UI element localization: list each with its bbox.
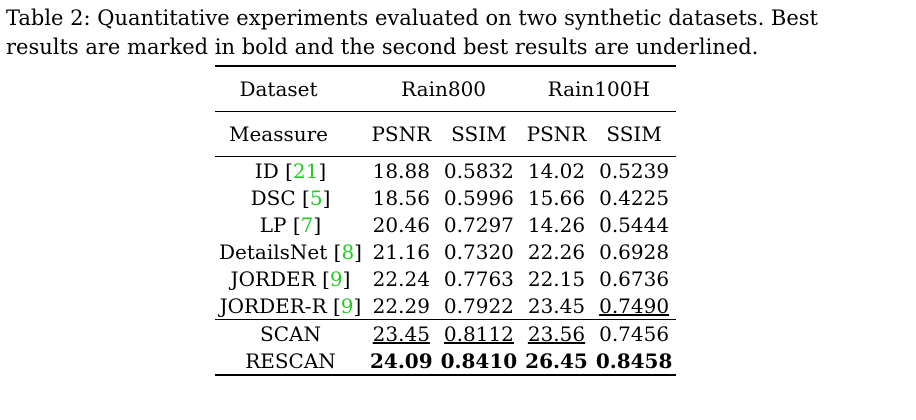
method-name: ID [21]: [254, 158, 327, 183]
method-name: DetailsNet [8]: [219, 239, 362, 264]
value-cell: 18.56: [372, 185, 430, 210]
header-dataset: Dataset: [239, 77, 318, 101]
caption-line-2: results are marked in bold and the secon…: [6, 35, 759, 59]
value-cell-second-best: 0.7490: [599, 293, 670, 318]
table-row: RESCAN 24.09 0.8410 26.45 0.8458: [215, 347, 677, 375]
value-cell: 0.5996: [443, 185, 514, 210]
value-cell: 0.7763: [443, 266, 514, 291]
citation-link[interactable]: 9: [340, 293, 354, 318]
table-caption: Table 2: Quantitative experiments evalua…: [6, 4, 910, 62]
value-cell: 0.5444: [599, 212, 670, 237]
table-row: ID [21] 18.88 0.5832 14.02 0.5239: [215, 156, 677, 185]
value-cell: 15.66: [527, 185, 586, 210]
value-cell: 22.26: [527, 239, 586, 264]
value-cell: 14.26: [527, 212, 586, 237]
value-cell: 22.15: [527, 266, 586, 291]
value-cell: 23.45: [527, 293, 586, 318]
header-row-measures: Meassure PSNR SSIM PSNR SSIM: [215, 111, 677, 157]
value-cell: 22.29: [372, 293, 430, 318]
method-name: RESCAN: [245, 348, 336, 373]
value-cell: 0.7456: [599, 321, 670, 346]
table-row: JORDER-R [9] 22.29 0.7922 23.45 0.7490: [215, 292, 676, 320]
table-row: DSC [5] 18.56 0.5996 15.66 0.4225: [215, 184, 676, 211]
table-row: JORDER [9] 22.24 0.7763 22.15 0.6736: [215, 265, 676, 292]
results-table: Dataset Rain800 Rain100H Meassure PSNR S…: [215, 65, 677, 376]
method-name: LP [7]: [259, 212, 322, 237]
citation-link[interactable]: 9: [329, 266, 343, 291]
value-cell: 0.5239: [599, 158, 670, 183]
value-cell-second-best: 23.56: [527, 321, 586, 346]
value-cell-second-best: 0.8112: [443, 321, 514, 346]
value-cell-best: 0.8410: [440, 348, 518, 373]
header-row-datasets: Dataset Rain800 Rain100H: [215, 66, 677, 112]
header-psnr-rain100h: PSNR: [526, 122, 587, 146]
citation-link[interactable]: 8: [341, 239, 355, 264]
table-row: SCAN 23.45 0.8112 23.56 0.7456: [215, 319, 677, 348]
method-name: JORDER [9]: [230, 266, 351, 291]
value-cell: 20.46: [372, 212, 430, 237]
method-name: DSC [5]: [250, 185, 331, 210]
table-row: LP [7] 20.46 0.7297 14.26 0.5444: [215, 211, 676, 238]
value-cell: 0.7297: [443, 212, 514, 237]
header-measure: Meassure: [228, 122, 329, 146]
value-cell: 0.7320: [443, 239, 514, 264]
value-cell: 0.6928: [599, 239, 670, 264]
header-ssim-rain100h: SSIM: [606, 122, 662, 146]
citation-link[interactable]: 21: [292, 158, 319, 183]
value-cell-best: 0.8458: [595, 348, 673, 373]
value-cell: 18.88: [372, 158, 430, 183]
caption-line-1: Table 2: Quantitative experiments evalua…: [6, 6, 818, 30]
header-rain800: Rain800: [401, 77, 487, 101]
header-ssim-rain800: SSIM: [451, 122, 507, 146]
value-cell: 0.5832: [443, 158, 514, 183]
value-cell: 14.02: [527, 158, 586, 183]
value-cell: 0.6736: [599, 266, 670, 291]
value-cell-second-best: 23.45: [372, 321, 430, 346]
table-row: DetailsNet [8] 21.16 0.7320 22.26 0.6928: [215, 238, 676, 265]
value-cell-best: 26.45: [525, 348, 588, 373]
header-rain100h: Rain100H: [547, 77, 650, 101]
value-cell: 0.4225: [599, 185, 670, 210]
value-cell-best: 24.09: [369, 348, 433, 373]
method-name: SCAN: [260, 321, 321, 346]
value-cell: 21.16: [372, 239, 430, 264]
method-name: JORDER-R [9]: [219, 293, 362, 318]
header-psnr-rain800: PSNR: [371, 122, 432, 146]
value-cell: 0.7922: [443, 293, 514, 318]
value-cell: 22.24: [372, 266, 430, 291]
citation-link[interactable]: 5: [309, 185, 323, 210]
citation-link[interactable]: 7: [300, 212, 314, 237]
